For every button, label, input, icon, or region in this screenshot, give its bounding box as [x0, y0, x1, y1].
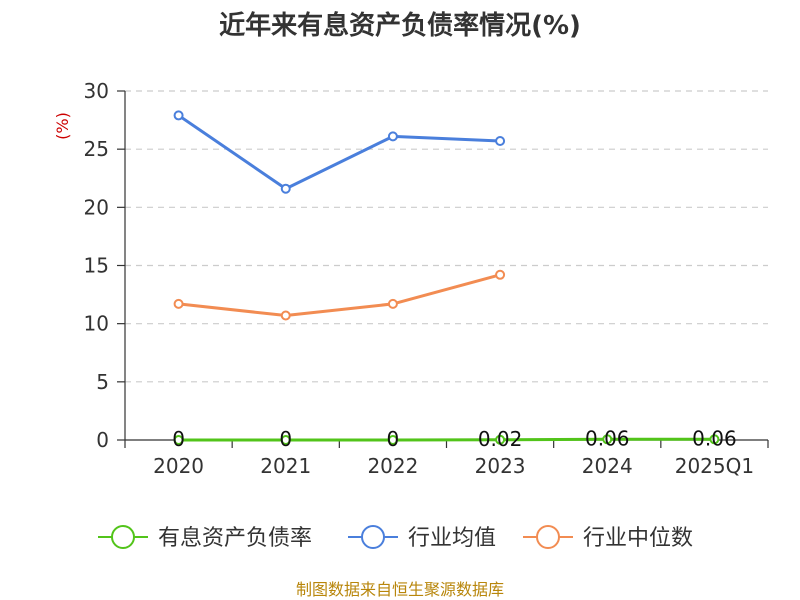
data-label: 0.02: [478, 427, 523, 451]
x-tick-label: 2024: [582, 454, 633, 478]
y-tick-label: 0: [96, 428, 109, 452]
data-point: [495, 434, 506, 445]
data-point: [709, 434, 720, 445]
data-point: [173, 435, 184, 445]
legend-swatch-marker: [361, 525, 385, 549]
chart-title: 近年来有息资产负债率情况(%): [219, 10, 581, 41]
grid-lines: [125, 90, 768, 383]
data-point: [280, 435, 291, 445]
data-point: [173, 110, 184, 121]
x-tick-label: 2021: [260, 454, 311, 478]
data-point: [280, 310, 291, 321]
series-line: [177, 113, 502, 191]
data-point: [387, 131, 398, 142]
data-point: [495, 136, 506, 147]
legend-swatch-marker: [536, 525, 560, 549]
y-tick-label: 30: [84, 79, 109, 103]
legend-label: 行业均值: [408, 526, 496, 551]
data-point: [387, 435, 398, 445]
x-tick-label: 2022: [367, 454, 418, 478]
series-layer: 0 0 0 0.02 0.06 0.06: [172, 110, 737, 451]
data-label: 0: [172, 427, 185, 451]
data-point: [387, 298, 398, 309]
data-label: 0: [387, 427, 400, 451]
data-point: [602, 434, 613, 445]
source-note: 制图数据来自恒生聚源数据库: [296, 580, 504, 599]
data-label: 0.06: [692, 426, 737, 450]
legend-label: 有息资产负债率: [158, 526, 312, 551]
y-tick-label: 10: [84, 312, 109, 336]
x-tick-label: 2020: [153, 454, 204, 478]
series-line: [177, 273, 502, 318]
x-tick-label: 2023: [475, 454, 526, 478]
data-point: [495, 269, 506, 280]
y-tick-label: 5: [96, 370, 109, 394]
legend: 有息资产负债率 行业均值 行业中位数: [98, 525, 693, 551]
y-axis-unit: (%): [53, 112, 72, 140]
data-label: 0: [279, 427, 292, 451]
data-point: [280, 183, 291, 194]
legend-swatch-marker: [111, 525, 135, 549]
series-line: [177, 437, 716, 442]
y-tick-label: 20: [84, 195, 109, 219]
y-tick-label: 15: [84, 254, 109, 278]
y-tick-label: 25: [84, 137, 109, 161]
legend-label: 行业中位数: [583, 526, 693, 551]
data-point: [173, 298, 184, 309]
x-tick-label: 2025Q1: [675, 454, 754, 478]
data-label: 0.06: [585, 426, 630, 450]
